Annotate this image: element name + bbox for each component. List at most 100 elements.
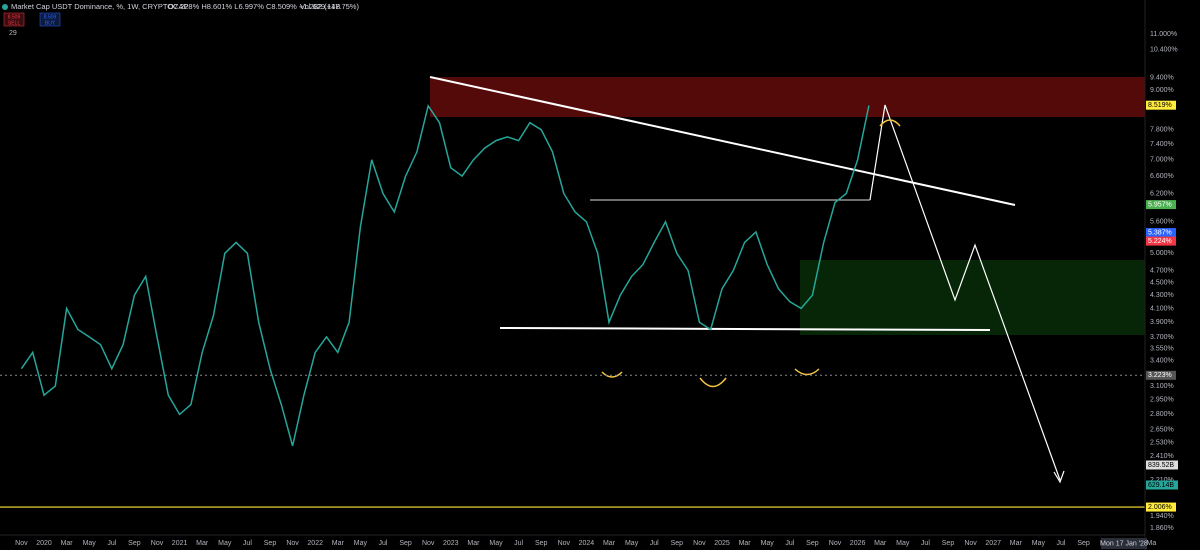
x-tick-label: Jul (1057, 540, 1066, 547)
y-tick-label: 7.800% (1150, 127, 1174, 134)
x-tick-label: 2020 (36, 540, 52, 547)
buy-label[interactable]: BUY (45, 20, 56, 26)
price-tag (1146, 370, 1176, 380)
volume-tag (1146, 480, 1178, 490)
symbol-icon (2, 4, 8, 10)
y-tick-label: 5.000% (1150, 250, 1174, 257)
x-tick-label: 2023 (443, 540, 459, 547)
x-tick-label: Mar (196, 540, 209, 547)
arrow-head (1053, 470, 1065, 484)
crosshair-box (1101, 538, 1147, 549)
price-tag (1146, 200, 1176, 210)
x-tick-label: Sep (806, 540, 819, 547)
indicator-count[interactable]: 29 (9, 30, 17, 37)
y-tick-label: 9.400% (1150, 75, 1174, 82)
y-tick-label: 3.700% (1150, 334, 1174, 341)
y-tick-label: 3.550% (1150, 345, 1174, 352)
x-tick-label: Mar (603, 540, 616, 547)
marker-arc (601, 371, 623, 378)
y-tick-label: 6.200% (1150, 190, 1174, 197)
x-tick-label: Nov (15, 540, 28, 547)
y-tick-label: 3.400% (1150, 357, 1174, 364)
x-tick-label: May (625, 540, 639, 547)
x-tick-label: Nov (558, 540, 571, 547)
x-tick-label: 2024 (579, 540, 595, 547)
sell-price[interactable]: 8.509 (8, 14, 21, 20)
y-tick-label: 10.400% (1150, 47, 1178, 54)
y-tick-label: 4.500% (1150, 279, 1174, 286)
marker-arc (879, 119, 901, 127)
x-tick-label: Mar (61, 540, 74, 547)
x-tick-label: 2026 (850, 540, 866, 547)
price-tag-label: 3.223% (1148, 372, 1172, 379)
x-tick-label: Nov (422, 540, 435, 547)
y-tick-label: 2.210% (1150, 477, 1174, 484)
y-tick-label: 4.700% (1150, 267, 1174, 274)
y-tick-label: 3.100% (1150, 383, 1174, 390)
volume: Vol 629.14B (300, 2, 340, 11)
x-tick-label: Sep (399, 540, 412, 547)
x-tick-label: Mar (739, 540, 752, 547)
buy-button[interactable] (39, 12, 61, 27)
x-tick-label: Mar (467, 540, 480, 547)
x-tick-label: Jul (514, 540, 523, 547)
y-tick-label: 2.530% (1150, 439, 1174, 446)
x-tick-label: Sep (535, 540, 548, 547)
support-zone (800, 260, 1145, 335)
x-tick-label: Mar (332, 540, 345, 547)
x-tick-label: May (354, 540, 368, 547)
x-tick-label: Nov (151, 540, 164, 547)
y-tick-label: 11.000% (1150, 31, 1177, 38)
y-tick-label: 2.410% (1150, 453, 1174, 460)
buy-price[interactable]: 8.509 (44, 14, 57, 20)
trendline (429, 76, 1016, 206)
y-tick-label: 9.000% (1150, 87, 1174, 94)
x-tick-label: Nov (693, 540, 706, 547)
price-tag-label: 8.519% (1148, 102, 1172, 109)
x-tick-label: Jul (243, 540, 252, 547)
x-tick-label: May (761, 540, 775, 547)
y-tick-label: 1.940% (1150, 513, 1174, 520)
volume-tag-label: 839.52B (1148, 462, 1174, 469)
resistance-zone (430, 77, 1145, 117)
x-tick-label: Sep (1077, 540, 1090, 547)
x-tick-label: Mar (1010, 540, 1023, 547)
x-tick-label: Mar (874, 540, 887, 547)
x-tick-label: May (83, 540, 97, 547)
price-tag (1146, 100, 1176, 110)
price-tag-label: 5.957% (1148, 201, 1172, 208)
y-tick-label: 6.600% (1150, 173, 1174, 180)
x-tick-label: Nov (286, 540, 299, 547)
price-tag (1146, 228, 1176, 238)
ohlc: O7.228% H8.601% L6.997% C8.509% +1.282 (… (168, 2, 359, 11)
sell-button[interactable] (3, 12, 25, 27)
y-tick-label: 4.100% (1150, 305, 1174, 312)
support-line (499, 327, 991, 331)
marker-arc (699, 377, 727, 388)
x-tick-label: Sep (128, 540, 141, 547)
y-tick-label: 3.900% (1150, 319, 1174, 326)
y-tick-label: 7.000% (1150, 157, 1174, 164)
y-tick-label: 1.860% (1150, 525, 1174, 532)
y-tick-label: 7.400% (1150, 141, 1174, 148)
crosshair-label: Mon 17 Jan '28 (1100, 540, 1148, 547)
x-tick-label: May (896, 540, 910, 547)
x-tick-label: Jul (107, 540, 116, 547)
x-tick-label: May (1032, 540, 1046, 547)
volume-tag (1146, 460, 1178, 470)
x-tick-label: Sep (671, 540, 684, 547)
y-tick-label: 4.300% (1150, 292, 1174, 299)
marker-arc (794, 368, 820, 376)
projection (869, 104, 1061, 481)
price-line-series (20, 103, 870, 447)
x-tick-label: Jul (379, 540, 388, 547)
x-tick-label: 2021 (172, 540, 188, 547)
y-tick-label: 2.950% (1150, 397, 1174, 404)
price-tag-label: 5.387% (1148, 229, 1172, 236)
chart-title: Market Cap USDT Dominance, %, 1W, CRYPTO… (11, 2, 189, 11)
y-tick-label: 2.650% (1150, 427, 1174, 434)
x-tick-label: Sep (264, 540, 277, 547)
x-tick-label: Ma (1147, 540, 1157, 547)
price-tag (1146, 502, 1176, 512)
sell-label[interactable]: SELL (8, 20, 20, 26)
